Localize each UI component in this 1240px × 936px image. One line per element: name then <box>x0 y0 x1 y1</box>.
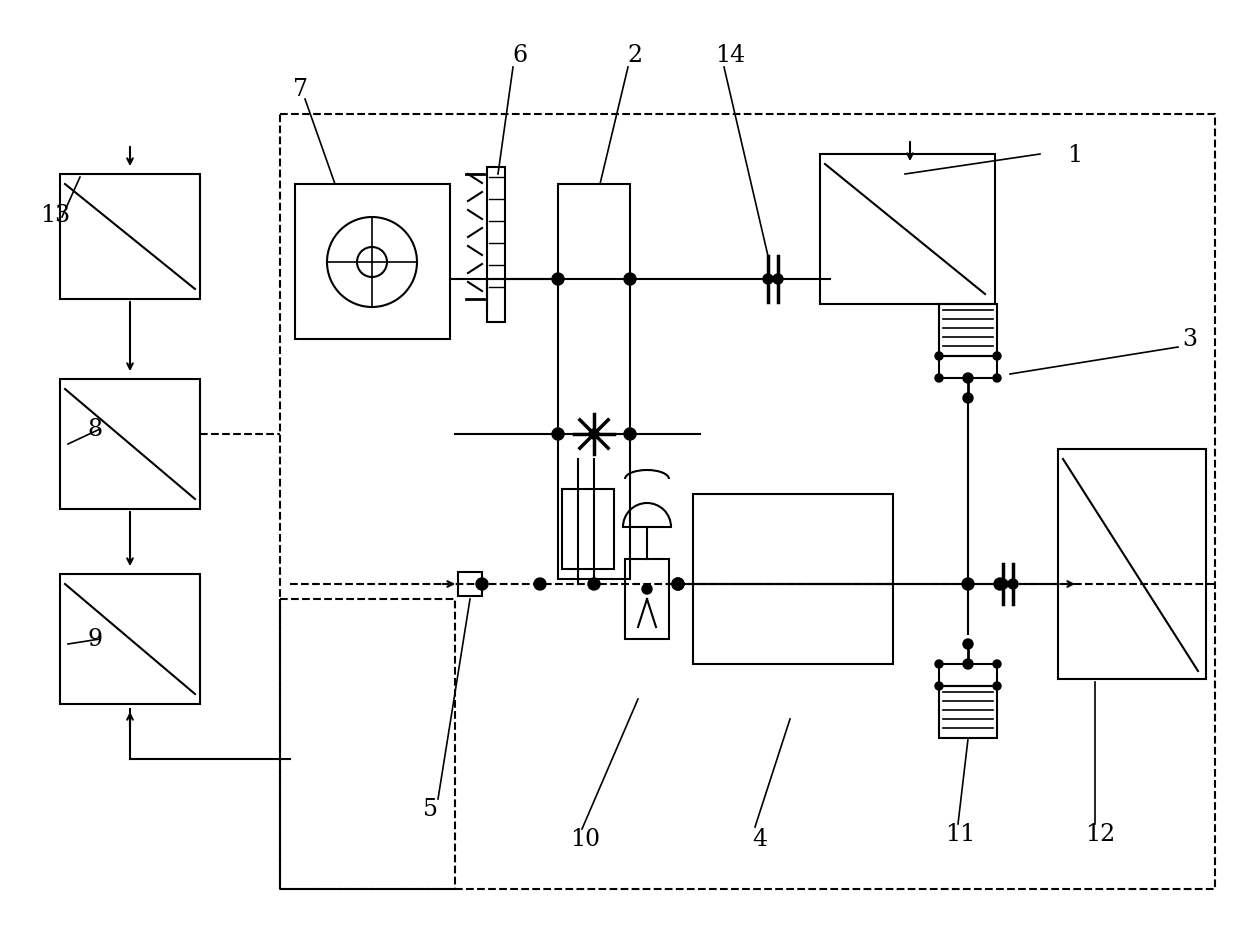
Circle shape <box>935 682 942 690</box>
Circle shape <box>589 430 599 440</box>
Text: 5: 5 <box>423 797 438 821</box>
Circle shape <box>993 374 1001 383</box>
Text: 14: 14 <box>715 43 745 66</box>
Circle shape <box>773 274 782 285</box>
Circle shape <box>672 578 684 591</box>
Circle shape <box>994 578 1006 591</box>
Text: 8: 8 <box>88 418 103 441</box>
Circle shape <box>588 578 600 591</box>
Text: 7: 7 <box>293 79 308 101</box>
Circle shape <box>993 353 1001 360</box>
Circle shape <box>534 578 546 591</box>
Circle shape <box>963 393 973 403</box>
Circle shape <box>642 584 652 594</box>
Circle shape <box>552 429 564 441</box>
Circle shape <box>963 373 973 384</box>
Circle shape <box>476 578 489 591</box>
Text: 3: 3 <box>1183 329 1198 351</box>
Text: 4: 4 <box>753 827 768 851</box>
Circle shape <box>552 273 564 285</box>
Circle shape <box>963 639 973 650</box>
Circle shape <box>1008 579 1018 590</box>
Text: 12: 12 <box>1085 823 1115 845</box>
Circle shape <box>763 274 773 285</box>
Text: 10: 10 <box>570 827 600 851</box>
Circle shape <box>993 682 1001 690</box>
Circle shape <box>963 659 973 669</box>
Circle shape <box>624 273 636 285</box>
Circle shape <box>993 660 1001 668</box>
Circle shape <box>998 579 1008 590</box>
Text: 13: 13 <box>40 203 71 227</box>
Text: 11: 11 <box>945 823 975 845</box>
Circle shape <box>672 578 684 591</box>
Text: 1: 1 <box>1068 143 1083 167</box>
Circle shape <box>935 660 942 668</box>
Circle shape <box>962 578 973 591</box>
Circle shape <box>624 429 636 441</box>
Text: 2: 2 <box>627 43 642 66</box>
Circle shape <box>935 374 942 383</box>
Text: 6: 6 <box>512 43 527 66</box>
Circle shape <box>935 353 942 360</box>
Text: 9: 9 <box>88 628 103 651</box>
